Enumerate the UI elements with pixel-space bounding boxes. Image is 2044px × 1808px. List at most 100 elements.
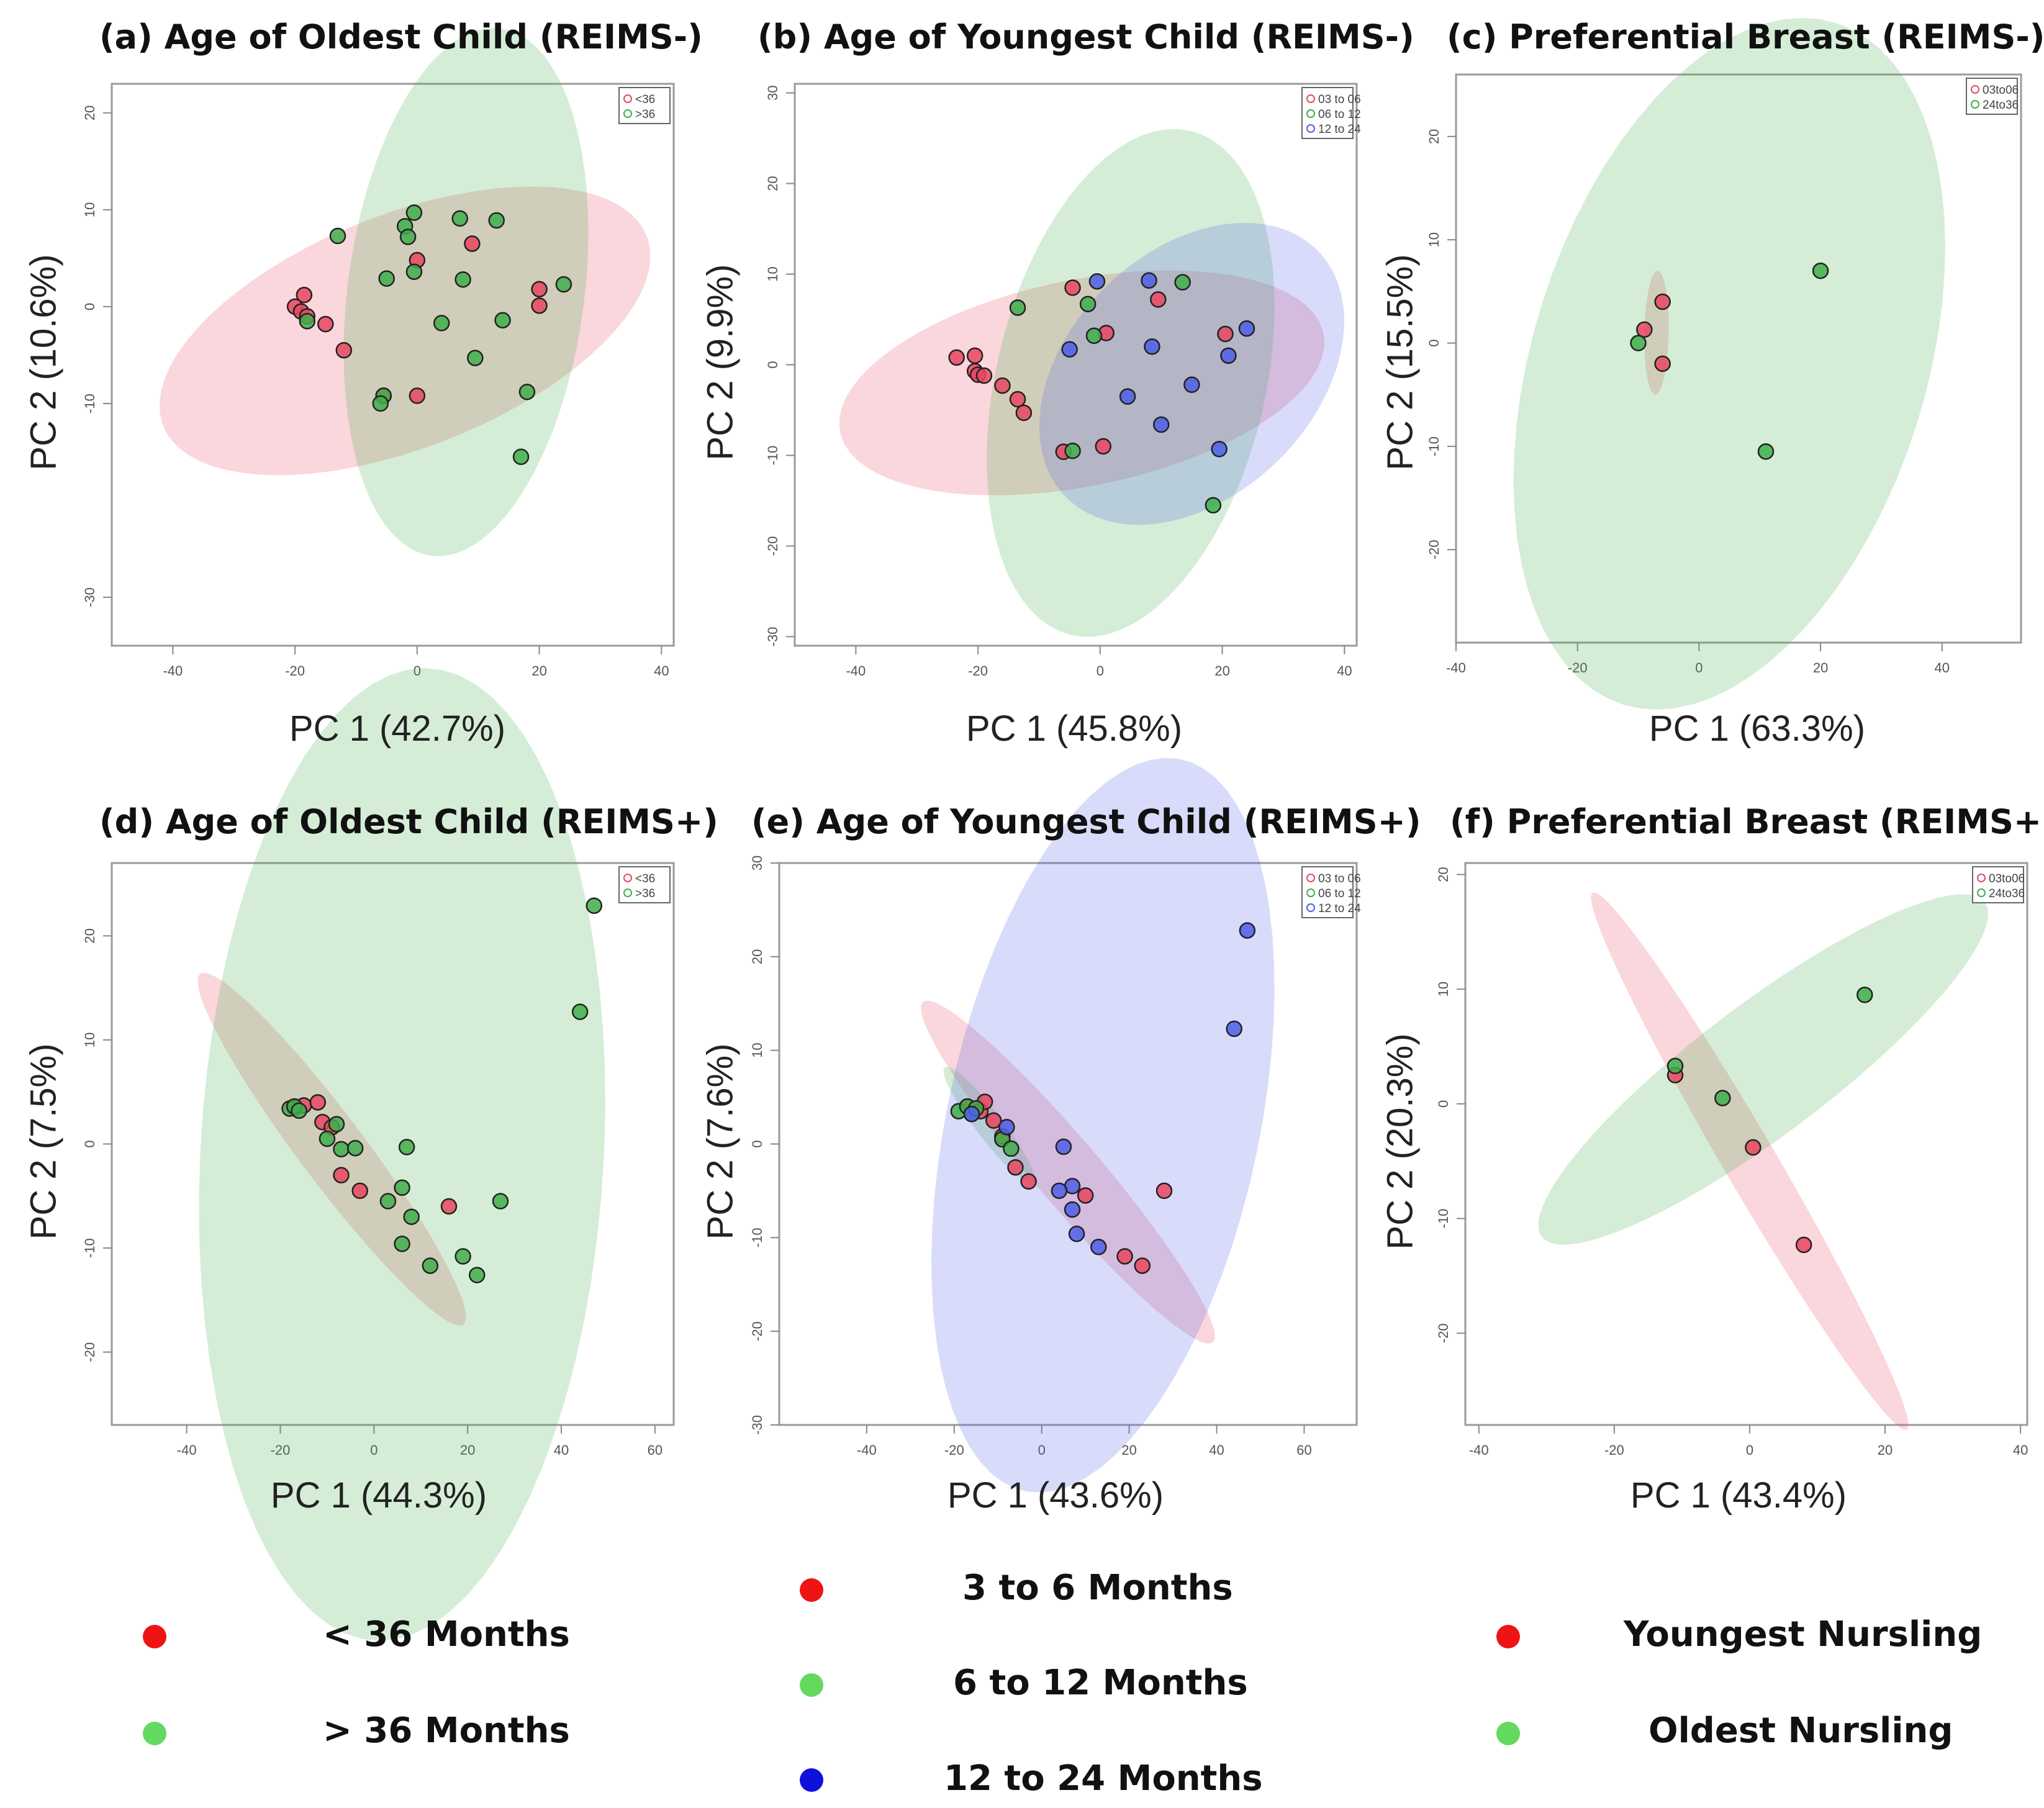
chart-c-ytick-label: -10 xyxy=(1426,436,1442,456)
chart-d-frame xyxy=(111,862,675,1426)
chart-a-xtick-label: 40 xyxy=(654,663,669,679)
chart-b-point xyxy=(1095,438,1112,455)
chart-b-ytick-label: 30 xyxy=(765,85,780,100)
chart-e-legend-marker xyxy=(1306,874,1315,882)
chart-a-point xyxy=(531,281,548,298)
chart-a-ytick-label: 10 xyxy=(82,202,97,217)
chart-a-title: (a) Age of Oldest Child (REIMS-) xyxy=(99,17,703,56)
chart-a-point xyxy=(488,212,505,229)
chart-f-point xyxy=(1856,987,1873,1003)
chart-e-point xyxy=(963,1105,980,1123)
chart-a-point xyxy=(372,395,389,412)
chart-b-frame xyxy=(794,83,1358,647)
chart-b-ytick-label: -30 xyxy=(765,627,780,647)
chart-e-xlabel: PC 1 (43.6%) xyxy=(947,1475,1164,1516)
chart-c-xtick-label: 40 xyxy=(1935,660,1950,676)
chart-e-point xyxy=(1051,1182,1068,1200)
chart-d-xtick-label: -40 xyxy=(177,1442,197,1458)
chart-a-point xyxy=(464,235,481,252)
legend-label-gt36: > 36 Months xyxy=(323,1711,570,1751)
chart-e-point xyxy=(1003,1140,1020,1157)
chart-a-point xyxy=(296,286,313,304)
chart-d-xtick-label: 40 xyxy=(554,1442,569,1458)
chart-d-point xyxy=(346,1139,364,1157)
chart-f-point xyxy=(1795,1236,1812,1254)
chart-c-point xyxy=(1654,355,1671,373)
chart-b-title: (b) Age of Youngest Child (REIMS-) xyxy=(757,17,1414,56)
chart-b-ytick-label: 10 xyxy=(765,266,780,281)
chart-b-point xyxy=(1152,416,1170,433)
chart-b-point xyxy=(1079,296,1097,312)
chart-c-legend-marker xyxy=(1971,85,1979,94)
chart-b-point xyxy=(1009,299,1026,316)
chart-c-ytick-label: 0 xyxy=(1426,339,1442,346)
chart-a-point xyxy=(335,341,353,359)
chart-b-point xyxy=(994,377,1011,394)
chart-b-point xyxy=(1009,391,1026,408)
chart-b-point xyxy=(966,347,984,364)
chart-b-point xyxy=(1183,376,1200,393)
chart-d-point xyxy=(454,1248,471,1265)
chart-d-ytick-label: -10 xyxy=(82,1238,97,1258)
chart-e-title: (e) Age of Youngest Child (REIMS+) xyxy=(751,802,1421,841)
chart-b-point xyxy=(948,349,965,366)
chart-b-point xyxy=(1144,338,1160,355)
chart-e-xtick-label: -40 xyxy=(857,1442,877,1458)
chart-c-ytick-label: 10 xyxy=(1426,232,1442,247)
chart-e-point xyxy=(1116,1248,1133,1265)
chart-d-point xyxy=(291,1102,307,1119)
chart-e-legend-label: 12 to 24 xyxy=(1318,902,1361,915)
chart-b-legend-marker xyxy=(1306,124,1315,133)
chart-f-point xyxy=(1666,1057,1684,1075)
chart-f-xtick-label: 20 xyxy=(1878,1442,1893,1458)
chart-d-point xyxy=(586,897,603,914)
chart-b-xlabel: PC 1 (45.8%) xyxy=(965,708,1183,749)
chart-b-legend-label: 03 to 06 xyxy=(1318,93,1361,106)
chart-f-ytick-label: 20 xyxy=(1436,867,1451,882)
chart-d-point xyxy=(333,1167,350,1184)
chart-b-ylabel: PC 2 (9.9%) xyxy=(700,264,741,461)
chart-d-point xyxy=(394,1236,410,1252)
chart-e-legend-label: 03 to 06 xyxy=(1318,872,1361,885)
chart-d-point xyxy=(440,1198,458,1215)
chart-b-xtick-label: 0 xyxy=(1097,663,1104,679)
chart-a-point xyxy=(512,448,530,465)
chart-a-ytick-label: 0 xyxy=(82,303,97,310)
chart-a-point xyxy=(518,383,536,400)
chart-b-legend-box xyxy=(1301,87,1354,139)
chart-b-ytick-label: 20 xyxy=(765,176,780,191)
chart-f-ellipse-0 xyxy=(1591,892,1909,1431)
chart-f-xtick-label: -20 xyxy=(1604,1442,1624,1458)
chart-d-point xyxy=(328,1116,345,1132)
chart-b-point xyxy=(1150,291,1167,308)
chart-d-point xyxy=(351,1182,368,1200)
chart-a-point xyxy=(405,263,423,280)
chart-e-point xyxy=(1226,1020,1242,1037)
chart-b-point xyxy=(1141,272,1157,289)
chart-a-point xyxy=(405,204,423,221)
chart-e-legend-label: 06 to 12 xyxy=(1318,887,1361,900)
chart-b-legend-marker xyxy=(1306,109,1315,118)
chart-e-xtick-label: 40 xyxy=(1209,1442,1224,1458)
legend-label-3to6: 3 to 6 Months xyxy=(962,1568,1233,1608)
legend-dot-youngest-nursling xyxy=(1496,1625,1520,1648)
chart-d-ytick-label: 10 xyxy=(82,1033,97,1047)
chart-b-point xyxy=(1211,441,1228,458)
chart-b-point xyxy=(1205,497,1222,513)
chart-a-point xyxy=(378,270,395,287)
chart-a-legend-marker xyxy=(623,94,632,103)
legend-dot-oldest-nursling xyxy=(1496,1722,1520,1745)
chart-d-ylabel: PC 2 (7.5%) xyxy=(23,1043,64,1240)
chart-a-point xyxy=(399,228,417,245)
chart-e-point xyxy=(998,1119,1015,1136)
chart-b-point xyxy=(1085,327,1103,345)
chart-f-ellipse-1 xyxy=(1538,894,1989,1245)
chart-b-legend-label: 12 to 24 xyxy=(1318,123,1361,136)
chart-b-point xyxy=(1064,279,1081,296)
chart-a-point xyxy=(494,312,511,328)
chart-b-ytick-label: -20 xyxy=(765,536,780,556)
chart-e-ylabel: PC 2 (7.6%) xyxy=(700,1043,741,1240)
legend-dot-lt36 xyxy=(143,1625,166,1648)
chart-b-xtick-label: 20 xyxy=(1214,663,1229,679)
